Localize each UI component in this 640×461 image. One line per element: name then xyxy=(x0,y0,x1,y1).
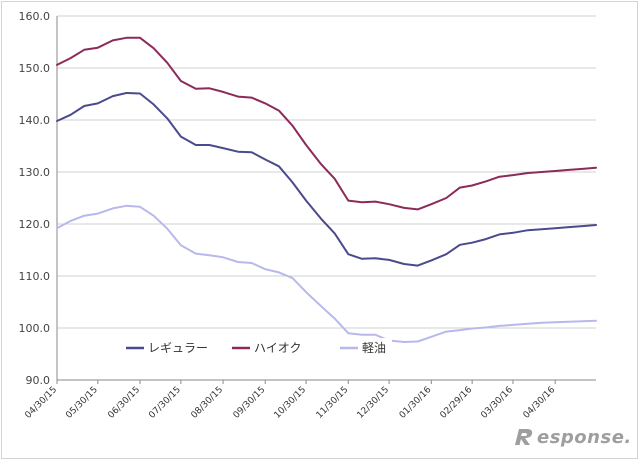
x-tick-label: 03/30/16 xyxy=(479,385,515,421)
legend-label-1: レギュラー xyxy=(148,341,208,355)
x-tick-label: 11/30/15 xyxy=(315,385,351,421)
x-tick-label: 12/30/15 xyxy=(356,385,392,421)
x-tick-label: 04/30/16 xyxy=(522,385,558,421)
series-line-1 xyxy=(56,92,597,267)
legend-box xyxy=(122,338,392,358)
x-tick-label: 04/30/15 xyxy=(23,385,59,421)
legend-label-2: ハイオク xyxy=(254,341,302,355)
y-tick-label: 140.0 xyxy=(19,114,51,127)
y-tick-label: 90.0 xyxy=(26,374,51,387)
x-tick-label: 05/30/15 xyxy=(64,385,100,421)
y-tick-label: 110.0 xyxy=(19,270,51,283)
y-tick-label: 150.0 xyxy=(19,62,51,75)
response-r-logo-icon xyxy=(515,429,533,445)
x-tick-label: 01/30/16 xyxy=(398,385,434,421)
x-tick-label: 07/30/15 xyxy=(147,385,183,421)
x-tick-label: 08/30/15 xyxy=(190,385,226,421)
y-tick-label: 130.0 xyxy=(19,166,51,179)
legend-label-3: 軽油 xyxy=(362,341,386,355)
series-line-3 xyxy=(56,204,597,343)
y-tick-label: 160.0 xyxy=(19,10,51,23)
y-tick-label: 120.0 xyxy=(19,218,51,231)
response-logo-text: esponse. xyxy=(537,426,632,448)
y-tick-label: 100.0 xyxy=(19,322,51,335)
x-tick-label: 06/30/15 xyxy=(106,385,142,421)
response-logo: esponse. xyxy=(512,426,632,448)
x-tick-label: 09/30/15 xyxy=(232,385,268,421)
x-tick-label: 02/29/16 xyxy=(439,385,475,421)
series-line-2 xyxy=(56,36,597,211)
x-tick-label: 10/30/15 xyxy=(273,385,309,421)
